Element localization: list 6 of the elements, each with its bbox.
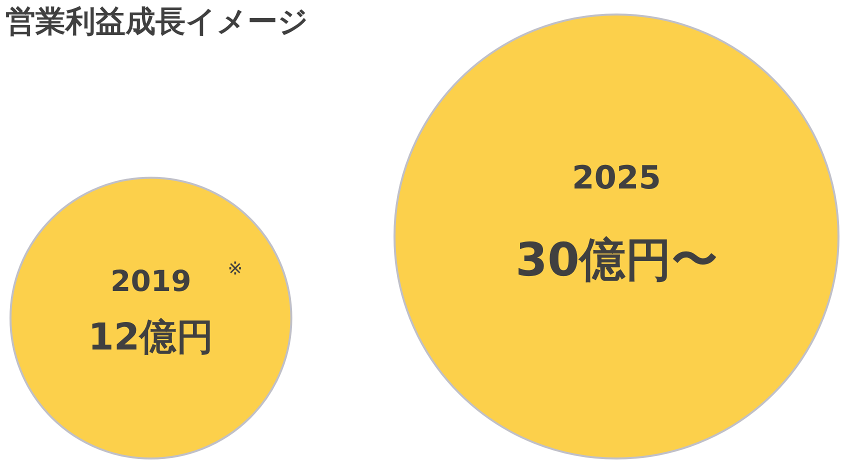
text: 営業利益成長イメージ xyxy=(6,4,308,40)
data-label: 30億円〜 xyxy=(515,232,718,287)
data-label: 12億円 xyxy=(88,316,214,359)
category-label: 2025 xyxy=(572,158,662,197)
text: ※ xyxy=(228,258,243,280)
category-label: 2019 xyxy=(110,264,192,298)
